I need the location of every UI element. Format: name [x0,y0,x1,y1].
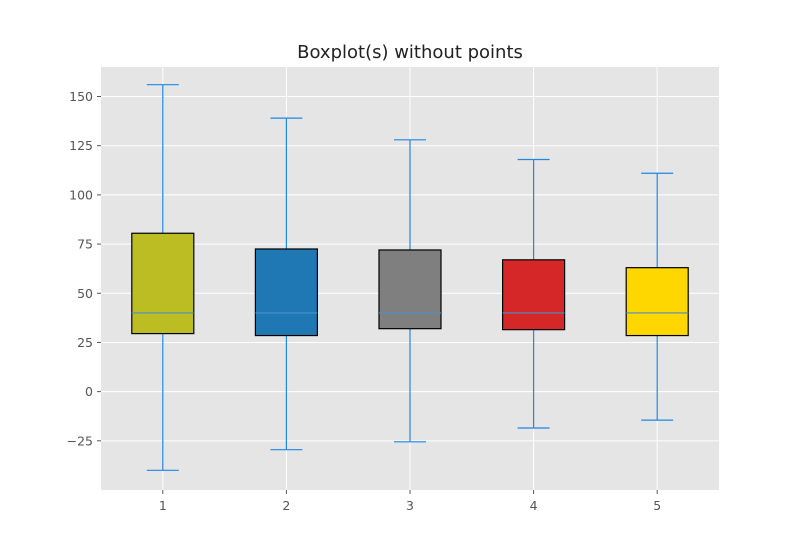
box-3 [378,139,442,443]
y-tick-label: 150 [69,89,93,104]
box-body [131,232,195,335]
boxes [131,84,689,471]
x-tick-label: 4 [530,498,538,513]
y-axis: −25 0 25 50 75 100 125 150 [67,89,101,448]
box-body [254,248,318,337]
x-tick-label: 2 [282,498,290,513]
y-tick-label: 100 [69,187,93,202]
box-4 [502,158,566,429]
y-tick-label: 125 [69,138,93,153]
box-body [625,267,689,337]
y-tick-label: −25 [67,433,93,448]
x-axis: 1 2 3 4 5 [159,490,661,513]
y-tick-label: 75 [77,237,93,252]
y-tick-label: 50 [77,286,93,301]
box-2 [254,117,318,451]
x-tick-label: 1 [159,498,167,513]
box-5 [625,172,689,421]
box-body [502,259,566,331]
y-tick-label: 25 [77,335,93,350]
chart-title: Boxplot(s) without points [297,42,523,63]
box-1 [131,84,195,471]
y-tick-label: 0 [85,384,93,399]
box-body [378,249,442,330]
x-tick-label: 5 [653,498,661,513]
x-tick-label: 3 [406,498,414,513]
